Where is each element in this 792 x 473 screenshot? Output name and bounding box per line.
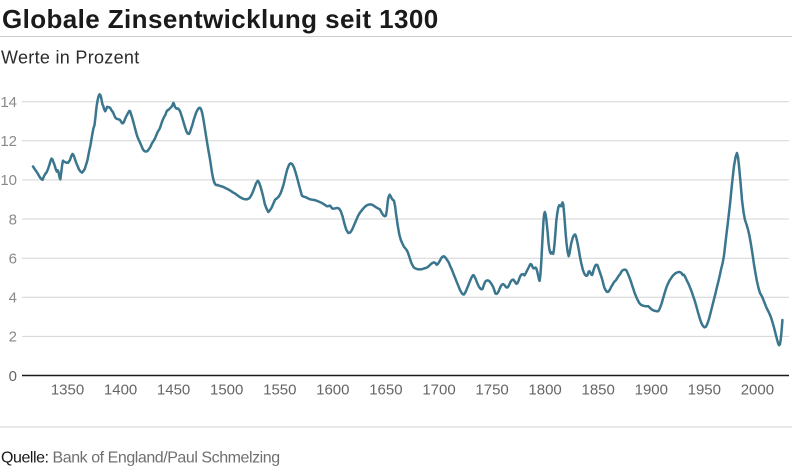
svg-text:Werte in Prozent: Werte in Prozent — [1, 48, 140, 68]
svg-text:Globale Zinsentwicklung seit 1: Globale Zinsentwicklung seit 1300 — [2, 4, 439, 34]
svg-text:4: 4 — [9, 290, 17, 307]
svg-text:1400: 1400 — [104, 382, 137, 399]
svg-text:1500: 1500 — [210, 382, 243, 399]
svg-text:1950: 1950 — [688, 382, 721, 399]
svg-text:0: 0 — [9, 368, 17, 385]
svg-text:1900: 1900 — [635, 382, 668, 399]
svg-text:1800: 1800 — [528, 382, 561, 399]
svg-text:1600: 1600 — [316, 382, 349, 399]
svg-text:12: 12 — [0, 133, 17, 150]
svg-text:1750: 1750 — [475, 382, 508, 399]
svg-text:1550: 1550 — [263, 382, 296, 399]
svg-text:8: 8 — [9, 211, 17, 228]
svg-text:1450: 1450 — [157, 382, 190, 399]
svg-text:2000: 2000 — [741, 382, 774, 399]
svg-text:2: 2 — [9, 329, 17, 346]
svg-text:1350: 1350 — [51, 382, 84, 399]
svg-text:1850: 1850 — [582, 382, 615, 399]
svg-text:10: 10 — [0, 172, 17, 189]
svg-text:1700: 1700 — [422, 382, 455, 399]
svg-text:6: 6 — [9, 251, 17, 268]
svg-text:14: 14 — [0, 94, 17, 111]
svg-text:Quelle: Bank of England/Paul S: Quelle: Bank of England/Paul Schmelzing — [1, 449, 280, 466]
svg-text:1650: 1650 — [369, 382, 402, 399]
